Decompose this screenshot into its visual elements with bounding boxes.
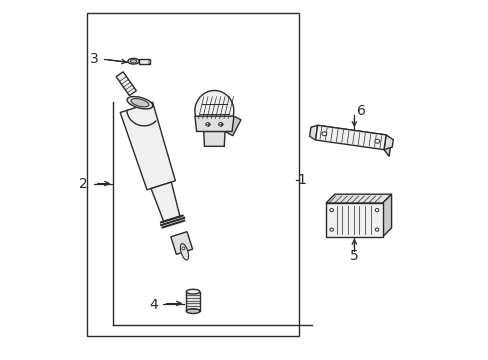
Polygon shape (315, 125, 386, 150)
Ellipse shape (127, 96, 153, 109)
Text: 1: 1 (297, 173, 306, 187)
Bar (325, 203, 382, 237)
Ellipse shape (182, 247, 184, 250)
Text: 2: 2 (79, 176, 88, 190)
Polygon shape (116, 72, 136, 96)
Ellipse shape (374, 139, 379, 143)
Bar (186, 292, 200, 311)
Ellipse shape (321, 132, 326, 136)
Ellipse shape (195, 90, 233, 131)
Polygon shape (325, 194, 391, 203)
Ellipse shape (218, 123, 223, 126)
Text: 5: 5 (349, 249, 358, 263)
Polygon shape (195, 116, 233, 131)
Ellipse shape (205, 123, 210, 126)
Ellipse shape (149, 59, 150, 64)
Polygon shape (317, 125, 390, 142)
Text: 3: 3 (90, 53, 99, 67)
Polygon shape (383, 135, 392, 150)
Ellipse shape (128, 58, 139, 64)
Ellipse shape (374, 228, 378, 231)
Polygon shape (224, 116, 241, 136)
Polygon shape (383, 135, 390, 157)
Ellipse shape (329, 208, 333, 212)
Ellipse shape (130, 60, 137, 63)
Ellipse shape (131, 99, 148, 107)
Ellipse shape (180, 244, 188, 260)
Polygon shape (203, 131, 224, 146)
Polygon shape (151, 182, 180, 221)
Polygon shape (382, 194, 391, 237)
Polygon shape (309, 125, 317, 140)
Text: 6: 6 (356, 104, 366, 118)
Ellipse shape (186, 289, 200, 294)
Ellipse shape (329, 228, 333, 231)
Text: 4: 4 (149, 298, 157, 312)
Polygon shape (170, 232, 192, 255)
Polygon shape (120, 102, 175, 190)
Ellipse shape (374, 208, 378, 212)
Bar (86, 13, 299, 336)
Ellipse shape (186, 309, 200, 314)
Polygon shape (138, 59, 149, 64)
